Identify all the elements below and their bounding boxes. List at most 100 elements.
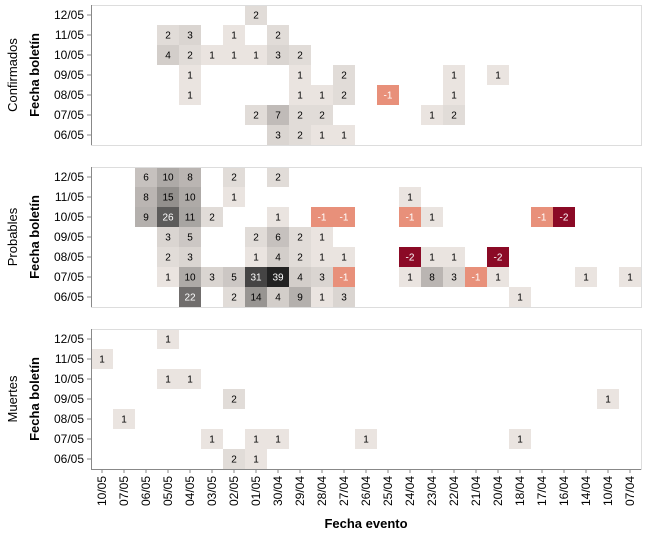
heatmap-cell [443,247,465,267]
cell-value-label: 3 [165,233,171,244]
heatmap-cell [157,25,179,45]
cell-value-label: 22 [184,293,196,304]
heatmap-cell [509,429,531,449]
cell-value-label: 1 [429,111,435,122]
cell-value-label: 3 [319,273,325,284]
cell-value-label: 1 [319,91,325,102]
heatmap-cell [443,85,465,105]
heatmap-cell [333,287,355,307]
heatmap-cell [179,369,201,389]
cell-value-label: 4 [275,253,281,264]
heatmap-cell [289,105,311,125]
heatmap-cell [267,25,289,45]
cell-value-label: 2 [275,173,281,184]
x-tick-label: 04/05 [183,476,197,506]
cell-value-label: 9 [143,213,149,224]
heatmap-cell [267,227,289,247]
y-axis-title: Fecha boletín [27,195,42,279]
heatmap-cell [333,125,355,145]
cell-value-label: 1 [187,375,193,386]
heatmap-cell [179,85,201,105]
heatmap-cell [179,65,201,85]
heatmap-cell [399,247,421,267]
cell-value-label: 1 [319,293,325,304]
cell-value-label: 1 [165,273,171,284]
heatmap-cell [487,247,509,267]
cell-value-label: 1 [407,193,413,204]
heatmap-cell [289,267,311,287]
cell-value-label: 2 [297,51,303,62]
y-tick-label: 09/05 [54,230,84,244]
y-tick-label: 08/05 [54,412,84,426]
heatmap-cell [179,247,201,267]
cell-value-label: 2 [253,11,259,22]
y-tick-label: 10/05 [54,48,84,62]
cell-value-label: 5 [231,273,237,284]
cell-value-label: 2 [209,213,215,224]
cell-value-label: 1 [451,91,457,102]
cell-value-label: 2 [165,31,171,42]
heatmap-cell [267,429,289,449]
heatmap-cell [289,247,311,267]
cell-value-label: 1 [627,273,633,284]
cell-value-label: 3 [341,293,347,304]
heatmap-cell [245,45,267,65]
heatmap-cell [311,267,333,287]
y-tick-label: 07/05 [54,108,84,122]
cell-value-label: 1 [187,71,193,82]
y-tick-label: 08/05 [54,88,84,102]
y-tick-label: 06/05 [54,290,84,304]
heatmap-cell [245,105,267,125]
heatmap-cell [443,65,465,85]
cell-value-label: 4 [275,293,281,304]
heatmap-cell [267,287,289,307]
heatmap-cell [245,449,267,469]
cell-value-label: 8 [143,193,149,204]
cell-value-label: 2 [341,91,347,102]
heatmap-cell [267,247,289,267]
heatmap-cell [377,85,399,105]
heatmap-cell [443,105,465,125]
heatmap-cell [157,167,179,187]
cell-value-label: 1 [451,71,457,82]
cell-value-label: 1 [517,435,523,446]
cell-value-label: 2 [275,31,281,42]
heatmap-cell [399,267,421,287]
heatmap-cell [267,207,289,227]
heatmap-cell [201,45,223,65]
y-tick-label: 07/05 [54,270,84,284]
heatmap-cell [157,247,179,267]
cell-value-label: 2 [297,131,303,142]
heatmap-cell [355,429,377,449]
heatmap-cell [91,349,113,369]
x-tick-label: 07/04 [623,476,637,506]
cell-value-label: 2 [231,455,237,466]
heatmap-cell [179,187,201,207]
cell-value-label: 1 [319,233,325,244]
x-tick-label: 29/04 [293,476,307,506]
heatmap-cell [245,247,267,267]
x-tick-label: 14/04 [579,476,593,506]
heatmap-cell [201,429,223,449]
cell-value-label: 2 [253,233,259,244]
heatmap-cell [245,287,267,307]
heatmap-cell [157,187,179,207]
heatmap-cell [509,287,531,307]
cell-value-label: 1 [451,253,457,264]
cell-value-label: 2 [451,111,457,122]
heatmap-cell [267,125,289,145]
cell-value-label: 10 [184,273,196,284]
cell-value-label: 6 [143,173,149,184]
heatmap-cell [575,267,597,287]
cell-value-label: 4 [165,51,171,62]
heatmap-cell [289,85,311,105]
heatmap-cell [421,207,443,227]
heatmap-cell [597,389,619,409]
cell-value-label: 10 [162,173,174,184]
cell-value-label: 2 [297,253,303,264]
cell-value-label: 14 [250,293,262,304]
heatmap-cell [179,167,201,187]
facet-row-title: Muertes [5,375,20,422]
cell-value-label: 1 [297,91,303,102]
